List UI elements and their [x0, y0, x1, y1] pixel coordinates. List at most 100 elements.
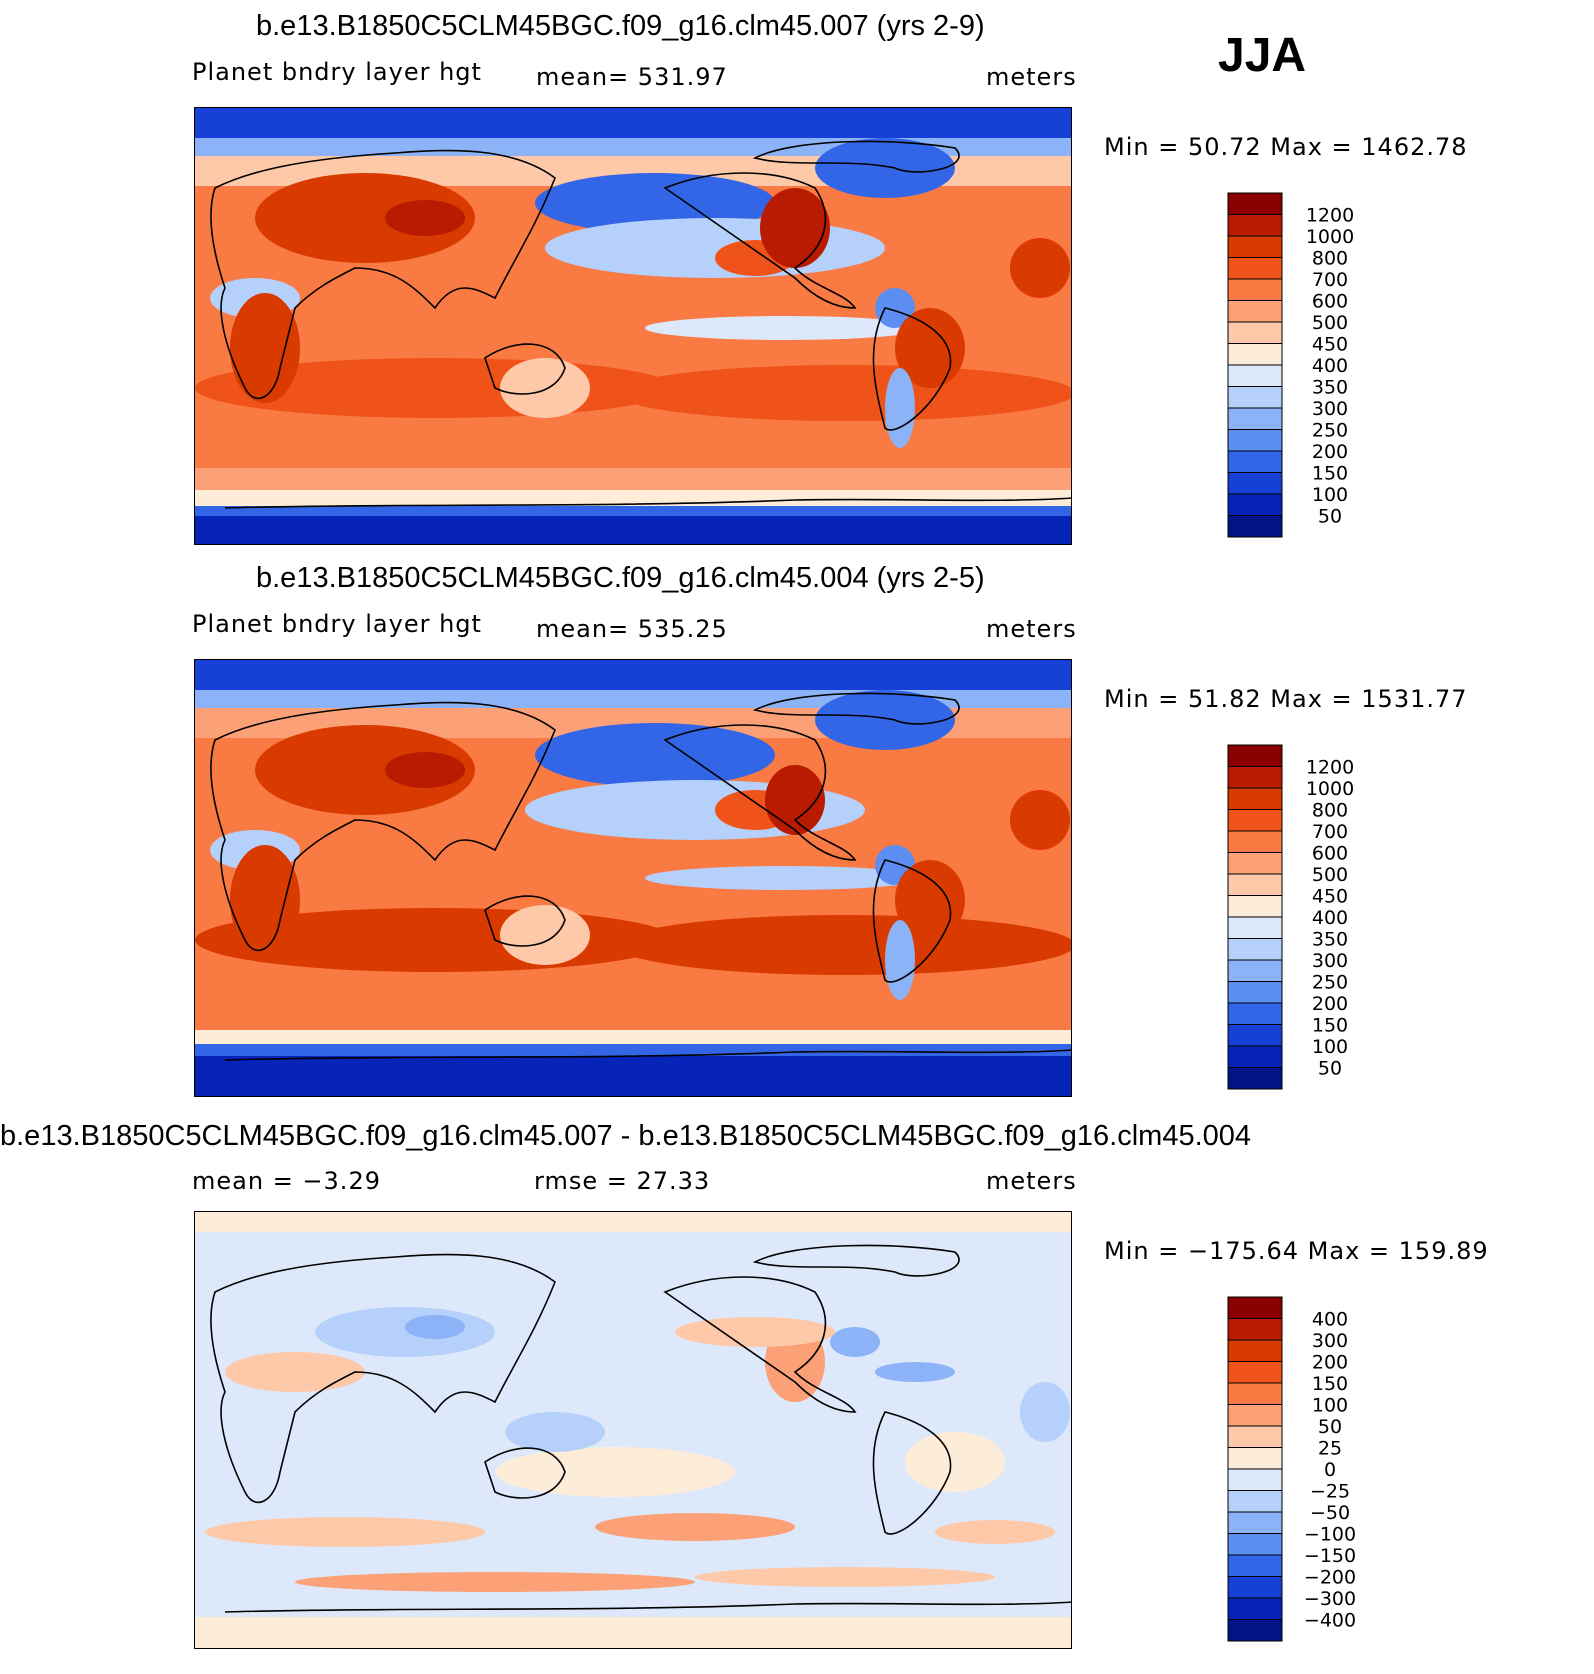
colorbar-tick-label: 100 [1312, 1036, 1348, 1058]
panel2-colorbar: 1200 1000 800 700 600 500 450 400 350 300 250 200 15… [1227, 744, 1368, 1095]
colorbar-swatch [1227, 1554, 1283, 1577]
panel3-colorbar-svg: 40030020015010050250−25−50−100−150−200−3… [1227, 1296, 1356, 1642]
panel2-map [194, 659, 1072, 1097]
panel2-mean: mean= 535.25 [536, 615, 728, 643]
colorbar-swatch [1227, 830, 1283, 853]
colorbar-swatch [1227, 1361, 1283, 1384]
panel1-colorbar-svg: 1200100080070060050045040035030025020015… [1227, 192, 1354, 538]
colorbar-swatch [1227, 1511, 1283, 1534]
colorbar-swatch [1227, 450, 1283, 473]
colorbar-tick-label: −25 [1310, 1481, 1350, 1503]
colorbar-tick-label: 25 [1318, 1438, 1342, 1460]
colorbar-tick-label: −400 [1304, 1610, 1356, 1632]
colorbar-tick-label: 600 [1312, 291, 1348, 313]
colorbar-swatch [1227, 364, 1283, 387]
colorbar-tick-label: 400 [1312, 1309, 1348, 1331]
panel2-map-field [195, 660, 1071, 1096]
colorbar-swatch [1227, 1002, 1283, 1025]
colorbar-swatch [1227, 1024, 1283, 1047]
colorbar-tick-label: 700 [1312, 821, 1348, 843]
colorbar-swatch [1227, 1318, 1283, 1341]
colorbar-tick-label: 1200 [1306, 205, 1354, 227]
colorbar-tick-label: 300 [1312, 398, 1348, 420]
colorbar-swatch [1227, 1296, 1283, 1319]
colorbar-swatch [1227, 981, 1283, 1004]
panel1-title: b.e13.B1850C5CLM45BGC.f09_g16.clm45.007 … [256, 10, 985, 42]
colorbar-tick-label: −50 [1310, 1502, 1350, 1524]
colorbar-tick-label: 200 [1312, 993, 1348, 1015]
colorbar-tick-label: −100 [1304, 1524, 1356, 1546]
colorbar-swatch [1227, 429, 1283, 452]
colorbar-swatch [1227, 515, 1283, 538]
panel1-units: meters [986, 63, 1077, 91]
colorbar-tick-label: 700 [1312, 269, 1348, 291]
colorbar-tick-label: 400 [1312, 907, 1348, 929]
panel3-colorbar: 400 300 200 150 100 50 25 0 −25 −50 −100 −150 −200 −3… [1227, 1296, 1368, 1647]
colorbar-tick-label: 0 [1324, 1459, 1336, 1481]
colorbar-swatch [1227, 959, 1283, 982]
colorbar-tick-label: 450 [1312, 334, 1348, 356]
colorbar-tick-label: 100 [1312, 1395, 1348, 1417]
colorbar-tick-label: 600 [1312, 843, 1348, 865]
colorbar-tick-label: 50 [1318, 1416, 1342, 1438]
panel1-minmax: Min = 50.72 Max = 1462.78 [1104, 133, 1468, 161]
colorbar-swatch [1227, 214, 1283, 237]
colorbar-tick-label: 1200 [1306, 757, 1354, 779]
panel2-title: b.e13.B1850C5CLM45BGC.f09_g16.clm45.004 … [256, 562, 985, 594]
colorbar-tick-label: 150 [1312, 1015, 1348, 1037]
colorbar-swatch [1227, 493, 1283, 516]
colorbar-swatch [1227, 852, 1283, 875]
colorbar-swatch [1227, 407, 1283, 430]
colorbar-swatch [1227, 916, 1283, 939]
colorbar-tick-label: 250 [1312, 972, 1348, 994]
panel3-mean: mean = −3.29 [192, 1167, 381, 1195]
colorbar-swatch [1227, 257, 1283, 280]
colorbar-swatch [1227, 235, 1283, 258]
colorbar-tick-label: 200 [1312, 1352, 1348, 1374]
colorbar-swatch [1227, 1533, 1283, 1556]
colorbar-swatch [1227, 1404, 1283, 1427]
colorbar-tick-label: 450 [1312, 886, 1348, 908]
panel3-map-field [195, 1212, 1071, 1648]
colorbar-tick-label: 300 [1312, 1330, 1348, 1352]
colorbar-tick-label: −200 [1304, 1567, 1356, 1589]
colorbar-tick-label: 150 [1312, 1373, 1348, 1395]
colorbar-swatch [1227, 938, 1283, 961]
colorbar-swatch [1227, 1425, 1283, 1448]
colorbar-swatch [1227, 300, 1283, 323]
panel1-map [194, 107, 1072, 545]
panel3-rmse: rmse = 27.33 [534, 1167, 711, 1195]
colorbar-tick-label: 50 [1318, 1058, 1342, 1080]
panel1-mean: mean= 531.97 [536, 63, 728, 91]
panel3-title: b.e13.B1850C5CLM45BGC.f09_g16.clm45.007 … [0, 1120, 1252, 1152]
colorbar-tick-label: 200 [1312, 441, 1348, 463]
colorbar-swatch [1227, 321, 1283, 344]
panel3-map [194, 1211, 1072, 1649]
colorbar-swatch [1227, 472, 1283, 495]
colorbar-tick-label: 50 [1318, 506, 1342, 528]
colorbar-tick-label: 1000 [1306, 226, 1354, 248]
colorbar-swatch [1227, 873, 1283, 896]
colorbar-tick-label: 350 [1312, 929, 1348, 951]
colorbar-tick-label: 350 [1312, 377, 1348, 399]
colorbar-swatch [1227, 386, 1283, 409]
colorbar-swatch [1227, 1339, 1283, 1362]
colorbar-swatch [1227, 1490, 1283, 1513]
colorbar-swatch [1227, 1468, 1283, 1491]
colorbar-swatch [1227, 1619, 1283, 1642]
colorbar-swatch [1227, 1576, 1283, 1599]
colorbar-swatch [1227, 895, 1283, 918]
panel2-variable: Planet bndry layer hgt [192, 610, 482, 638]
season-label: JJA [1218, 29, 1307, 82]
colorbar-tick-label: 300 [1312, 950, 1348, 972]
colorbar-tick-label: 100 [1312, 484, 1348, 506]
colorbar-tick-label: −300 [1304, 1588, 1356, 1610]
colorbar-swatch [1227, 192, 1283, 215]
colorbar-tick-label: −150 [1304, 1545, 1356, 1567]
colorbar-tick-label: 400 [1312, 355, 1348, 377]
panel2-units: meters [986, 615, 1077, 643]
panel1-map-field [195, 108, 1071, 544]
colorbar-tick-label: 800 [1312, 800, 1348, 822]
colorbar-swatch [1227, 1382, 1283, 1405]
colorbar-tick-label: 500 [1312, 312, 1348, 334]
